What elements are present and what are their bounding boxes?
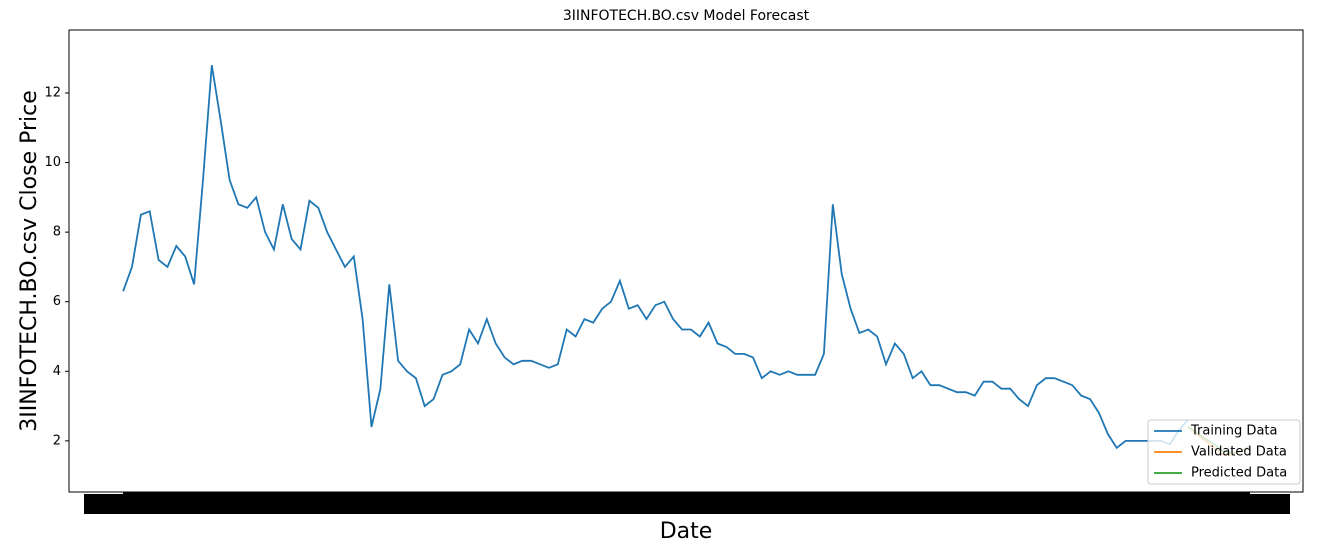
x-tick-marks: [123, 492, 1250, 496]
y-tick-label: 10: [44, 155, 61, 170]
legend-label: Validated Data: [1191, 445, 1287, 460]
legend-label: Training Data: [1190, 424, 1277, 439]
y-axis-label: 3IINFOTECH.BO.csv Close Price: [17, 90, 42, 432]
x-tick-labels-overlap: [84, 494, 1290, 514]
chart-title: 3IINFOTECH.BO.csv Model Forecast: [563, 8, 810, 24]
y-tick-label: 8: [53, 225, 61, 240]
legend-label: Predicted Data: [1191, 466, 1287, 481]
line-series: [122, 64, 1189, 450]
legend-box: [1147, 419, 1301, 485]
y-tick-label: 4: [53, 364, 61, 379]
x-axis-label: Date: [660, 519, 713, 544]
y-tick-label: 12: [44, 85, 61, 100]
plot-frame: [68, 29, 1304, 493]
y-tick-label: 6: [53, 294, 61, 309]
y-tick-label: 2: [53, 433, 61, 448]
